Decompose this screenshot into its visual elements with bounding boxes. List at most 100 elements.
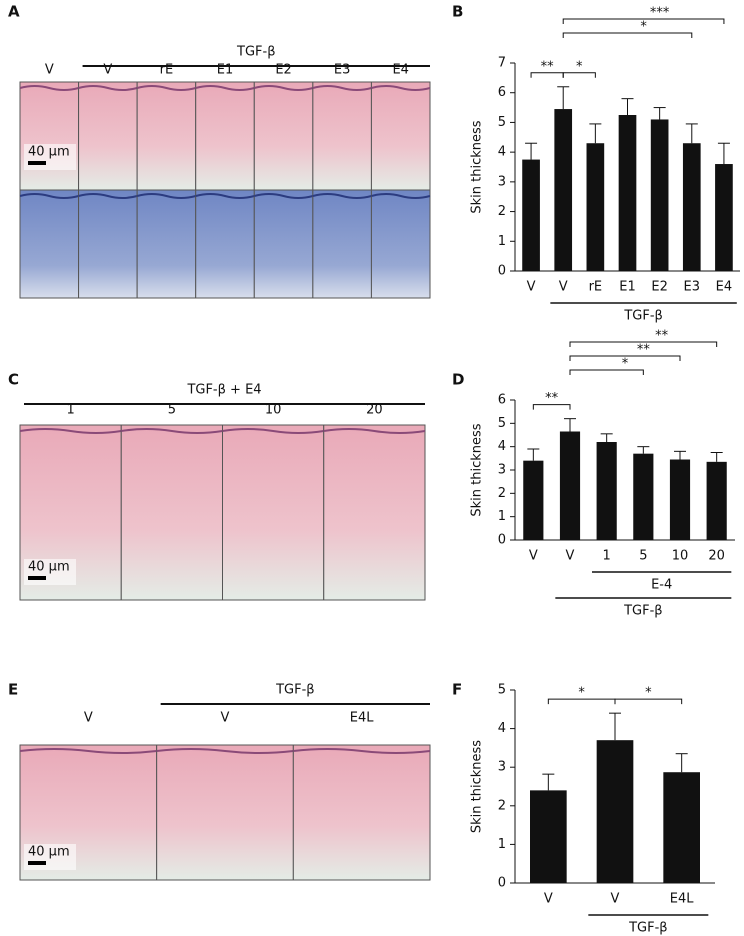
significance-label: * [622,357,629,372]
x-tick-label: V [559,280,568,295]
bar [596,442,617,540]
y-tick-label: 6 [498,393,506,408]
epidermis [136,193,196,199]
significance-label: ** [545,391,559,406]
significance-label: * [640,20,647,35]
micrograph [78,189,138,299]
micrograph-label: 1 [66,403,74,418]
epidermis [19,748,157,754]
group-label: E-4 [651,578,672,593]
group-label: TGF-β [628,921,667,936]
significance-label: ** [655,329,669,344]
y-tick-label: 2 [498,486,506,501]
scale-bar [28,161,46,165]
significance-bracket [614,698,683,705]
panel-letter: B [452,3,463,21]
group-label: TGF-β + E4 [186,383,261,398]
significance-bracket [569,341,718,347]
panel-letter: E [8,681,18,699]
y-axis-label: Skin thickness [470,740,485,833]
significance-label: * [576,59,583,74]
bar [715,164,733,271]
x-tick-label: V [529,549,538,564]
bar [682,143,701,271]
bar [596,740,634,883]
x-tick-label: 5 [639,549,647,564]
y-tick-label: 0 [498,533,506,548]
epidermis [156,748,294,754]
micrograph [195,81,255,191]
x-tick-label: V [611,892,620,907]
scale-bar-bg [24,559,76,585]
x-tick-label: rE [589,280,603,295]
x-tick-label: V [566,549,575,564]
significance-bracket [569,355,681,361]
epidermis [293,748,431,754]
significance-bracket [532,404,571,410]
x-tick-label: 1 [603,549,611,564]
y-axis-label: Skin thickness [470,423,485,516]
y-tick-label: 4 [498,439,506,454]
y-tick-label: 2 [498,798,506,813]
micrograph-label: V [103,63,112,78]
micrograph [312,189,372,299]
micrograph [120,424,223,601]
epidermis [136,85,196,91]
micrograph [78,81,138,191]
bar [650,119,669,271]
significance-label: ** [637,343,651,358]
micrograph [136,81,197,191]
micrograph-label: 5 [168,403,176,418]
significance-bracket [569,369,644,375]
micrograph-label: E4 [392,63,409,78]
group-label: TGF-β [623,309,662,324]
significance-bracket [562,32,693,38]
y-tick-label: 4 [498,145,506,160]
bar [554,109,573,271]
micrograph [253,81,314,191]
y-tick-label: 3 [498,760,506,775]
x-tick-label: V [527,280,536,295]
micrograph-label: 20 [366,403,383,418]
micrograph [292,744,431,881]
y-tick-label: 0 [498,876,506,891]
bar [522,159,540,271]
y-tick-label: 1 [498,837,506,852]
micrograph-label: E4L [350,711,374,726]
y-tick-label: 1 [498,509,506,524]
panel-letter: A [8,3,20,21]
bar [530,790,567,883]
x-tick-label: E1 [619,280,636,295]
x-tick-label: E2 [651,280,668,295]
panel-letter: D [452,371,464,389]
bar [523,460,544,540]
x-tick-label: 10 [672,549,689,564]
micrograph [370,189,431,299]
epidermis [254,85,314,91]
scale-bar-bg [24,844,76,870]
y-tick-label: 0 [498,264,506,279]
group-label: TGF-β [623,604,662,619]
bar [706,461,727,540]
significance-label: *** [650,6,670,21]
micrograph [19,189,80,299]
significance-bracket [562,18,725,24]
micrograph-label: 10 [265,403,282,418]
epidermis [371,193,431,199]
micrograph [19,81,80,191]
micrograph [156,744,294,881]
panel-letter: C [8,371,19,389]
panel-letter: F [452,681,462,699]
bar [663,772,700,883]
scale-bar [28,861,46,865]
epidermis [195,85,255,91]
bar [586,143,605,271]
micrograph-label: E2 [275,63,292,78]
bar [633,453,654,540]
x-tick-label: 20 [708,549,725,564]
bar [559,431,581,540]
micrograph-label: E3 [334,63,351,78]
epidermis [19,428,122,434]
group-label: TGF-β [275,683,314,698]
y-tick-label: 2 [498,204,506,219]
